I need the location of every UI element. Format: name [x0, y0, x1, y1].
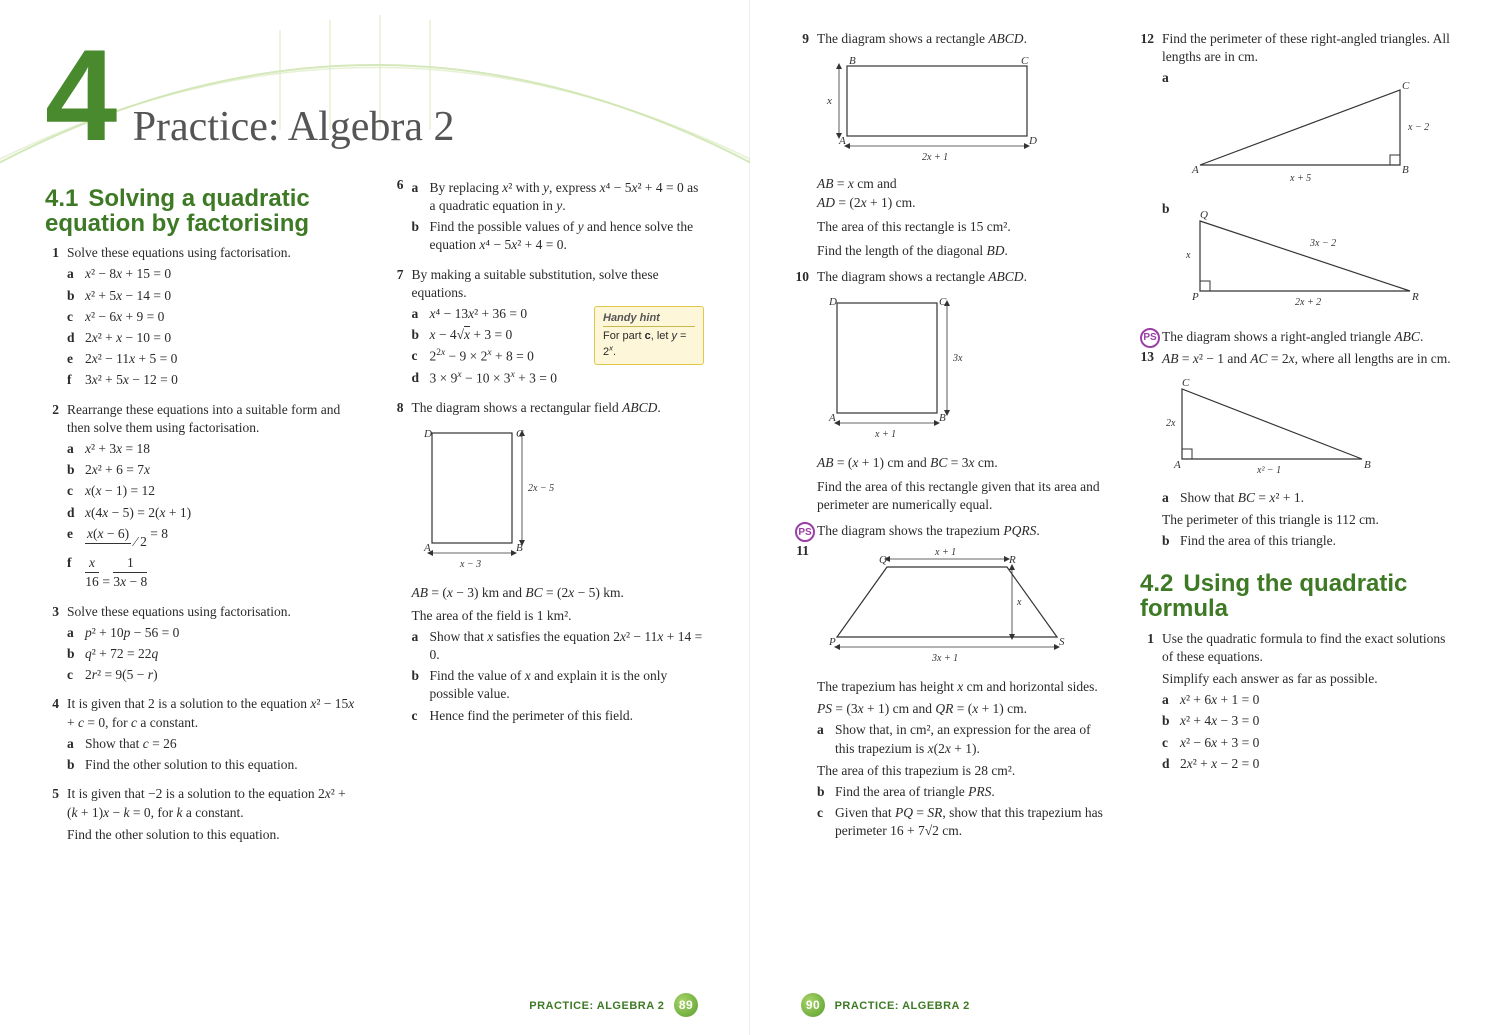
question-6: 6 aBy replacing x² with y, express x⁴ − … — [390, 176, 705, 258]
svg-text:C: C — [1402, 80, 1410, 92]
hint-body: For part c, let y = 2x. — [603, 330, 686, 359]
question-9: 9 The diagram shows a rectangle ABCD. BC… — [795, 30, 1110, 260]
svg-text:2x + 1: 2x + 1 — [922, 152, 948, 163]
page-number: 89 — [674, 993, 698, 1017]
question-stem: Solve these equations using factorisatio… — [67, 244, 360, 262]
question-13: PS13 The diagram shows a right-angled tr… — [1140, 328, 1455, 553]
question-1: 1 Solve these equations using factorisat… — [45, 244, 360, 393]
svg-text:x² − 1: x² − 1 — [1256, 465, 1281, 474]
sub-item: x² − 8x + 15 = 0 — [85, 265, 360, 283]
svg-text:3x: 3x — [952, 353, 963, 364]
question-8: 8 The diagram shows a rectangular field … — [390, 399, 705, 728]
question-4: 4 It is given that 2 is a solution to th… — [45, 695, 360, 777]
svg-text:2x − 5: 2x − 5 — [528, 483, 554, 494]
svg-text:A: A — [828, 412, 836, 424]
page-footer-right: 90 PRACTICE: ALGEBRA 2 — [795, 993, 970, 1017]
svg-text:A: A — [1173, 459, 1181, 471]
svg-text:C: C — [1182, 377, 1190, 389]
svg-text:Q: Q — [879, 554, 887, 566]
section-4-2-heading: 4.2Using the quadratic formula — [1140, 571, 1455, 621]
footer-label: PRACTICE: ALGEBRA 2 — [529, 1000, 664, 1012]
ps-badge-icon: PS — [1140, 328, 1160, 348]
svg-text:D: D — [1028, 135, 1037, 147]
svg-text:x − 2: x − 2 — [1407, 122, 1429, 133]
svg-text:P: P — [1191, 291, 1199, 303]
svg-text:x + 1: x + 1 — [874, 429, 896, 440]
section-4-1-heading: 4.1Solving a quadratic equation by facto… — [45, 186, 360, 236]
svg-text:x + 1: x + 1 — [934, 547, 956, 558]
question-7: 7 By making a suitable substitution, sol… — [390, 266, 705, 391]
ps-badge-icon: PS — [795, 522, 815, 542]
svg-text:D: D — [828, 296, 837, 308]
question-11: PS11 The diagram shows the trapezium PQR… — [795, 522, 1110, 843]
svg-text:P: P — [828, 636, 836, 648]
handy-hint-box: Handy hint For part c, let y = 2x. — [594, 306, 704, 365]
svg-text:D: D — [423, 428, 432, 440]
svg-text:x: x — [1016, 597, 1022, 608]
question-3: 3 Solve these equations using factorisat… — [45, 603, 360, 688]
question-12: 12 Find the perimeter of these right-ang… — [1140, 30, 1455, 320]
footer-label: PRACTICE: ALGEBRA 2 — [835, 1000, 970, 1012]
diagram-q10-rectangle: D C A B 3x x + 1 — [817, 293, 987, 443]
right-page: 9 The diagram shows a rectangle ABCD. BC… — [750, 0, 1500, 1035]
svg-text:B: B — [849, 55, 856, 67]
diagram-q9-rectangle: BC AD x 2x + 1 — [817, 54, 1057, 164]
left-page: 4 Practice: Algebra 2 4.1Solving a quadr… — [0, 0, 750, 1035]
svg-text:x − 3: x − 3 — [459, 559, 481, 570]
svg-text:3x + 1: 3x + 1 — [931, 653, 958, 664]
question-number: 1 — [45, 244, 67, 393]
diagram-q8-rectangle: DC AB x − 3 2x − 5 — [412, 423, 572, 573]
diagram-q11-trapezium: PS QR x + 1 x 3x + 1 — [817, 547, 1077, 667]
hint-title: Handy hint — [603, 311, 695, 327]
question-5: 5 It is given that −2 is a solution to t… — [45, 785, 360, 844]
svg-text:x: x — [1185, 250, 1191, 261]
svg-text:S: S — [1059, 636, 1065, 648]
section-4-2-question-1: 1 Use the quadratic formula to find the … — [1140, 630, 1455, 777]
diagram-q12b-triangle: P R Q x 3x − 2 2x + 2 — [1180, 206, 1430, 306]
svg-text:B: B — [1402, 164, 1409, 176]
svg-text:B: B — [1364, 459, 1371, 471]
right-columns: 9 The diagram shows a rectangle ABCD. BC… — [795, 30, 1455, 900]
page-number: 90 — [801, 993, 825, 1017]
question-10: 10 The diagram shows a rectangle ABCD. D… — [795, 268, 1110, 514]
svg-text:R: R — [1411, 291, 1419, 303]
svg-text:2x: 2x — [1166, 418, 1176, 429]
diagram-q13-triangle: A B C 2x x² − 1 — [1162, 374, 1382, 474]
question-2: 2 Rearrange these equations into a suita… — [45, 401, 360, 595]
svg-text:B: B — [939, 412, 946, 424]
svg-text:x: x — [826, 95, 832, 107]
svg-text:3x − 2: 3x − 2 — [1309, 238, 1336, 249]
svg-text:Q: Q — [1200, 209, 1208, 221]
chapter-title: Practice: Algebra 2 — [133, 99, 455, 156]
page-footer-left: PRACTICE: ALGEBRA 2 89 — [529, 993, 704, 1017]
chapter-heading: 4 Practice: Algebra 2 — [45, 40, 704, 156]
svg-text:C: C — [1021, 55, 1029, 67]
svg-text:2x + 2: 2x + 2 — [1295, 297, 1321, 306]
svg-text:A: A — [1191, 164, 1199, 176]
left-columns: 4.1Solving a quadratic equation by facto… — [45, 176, 704, 896]
diagram-q12a-triangle: A B C x − 2 x + 5 — [1180, 75, 1430, 185]
svg-text:C: C — [939, 296, 947, 308]
svg-text:x + 5: x + 5 — [1289, 173, 1311, 184]
page-spread: 4 Practice: Algebra 2 4.1Solving a quadr… — [0, 0, 1500, 1035]
chapter-number: 4 — [45, 40, 117, 151]
